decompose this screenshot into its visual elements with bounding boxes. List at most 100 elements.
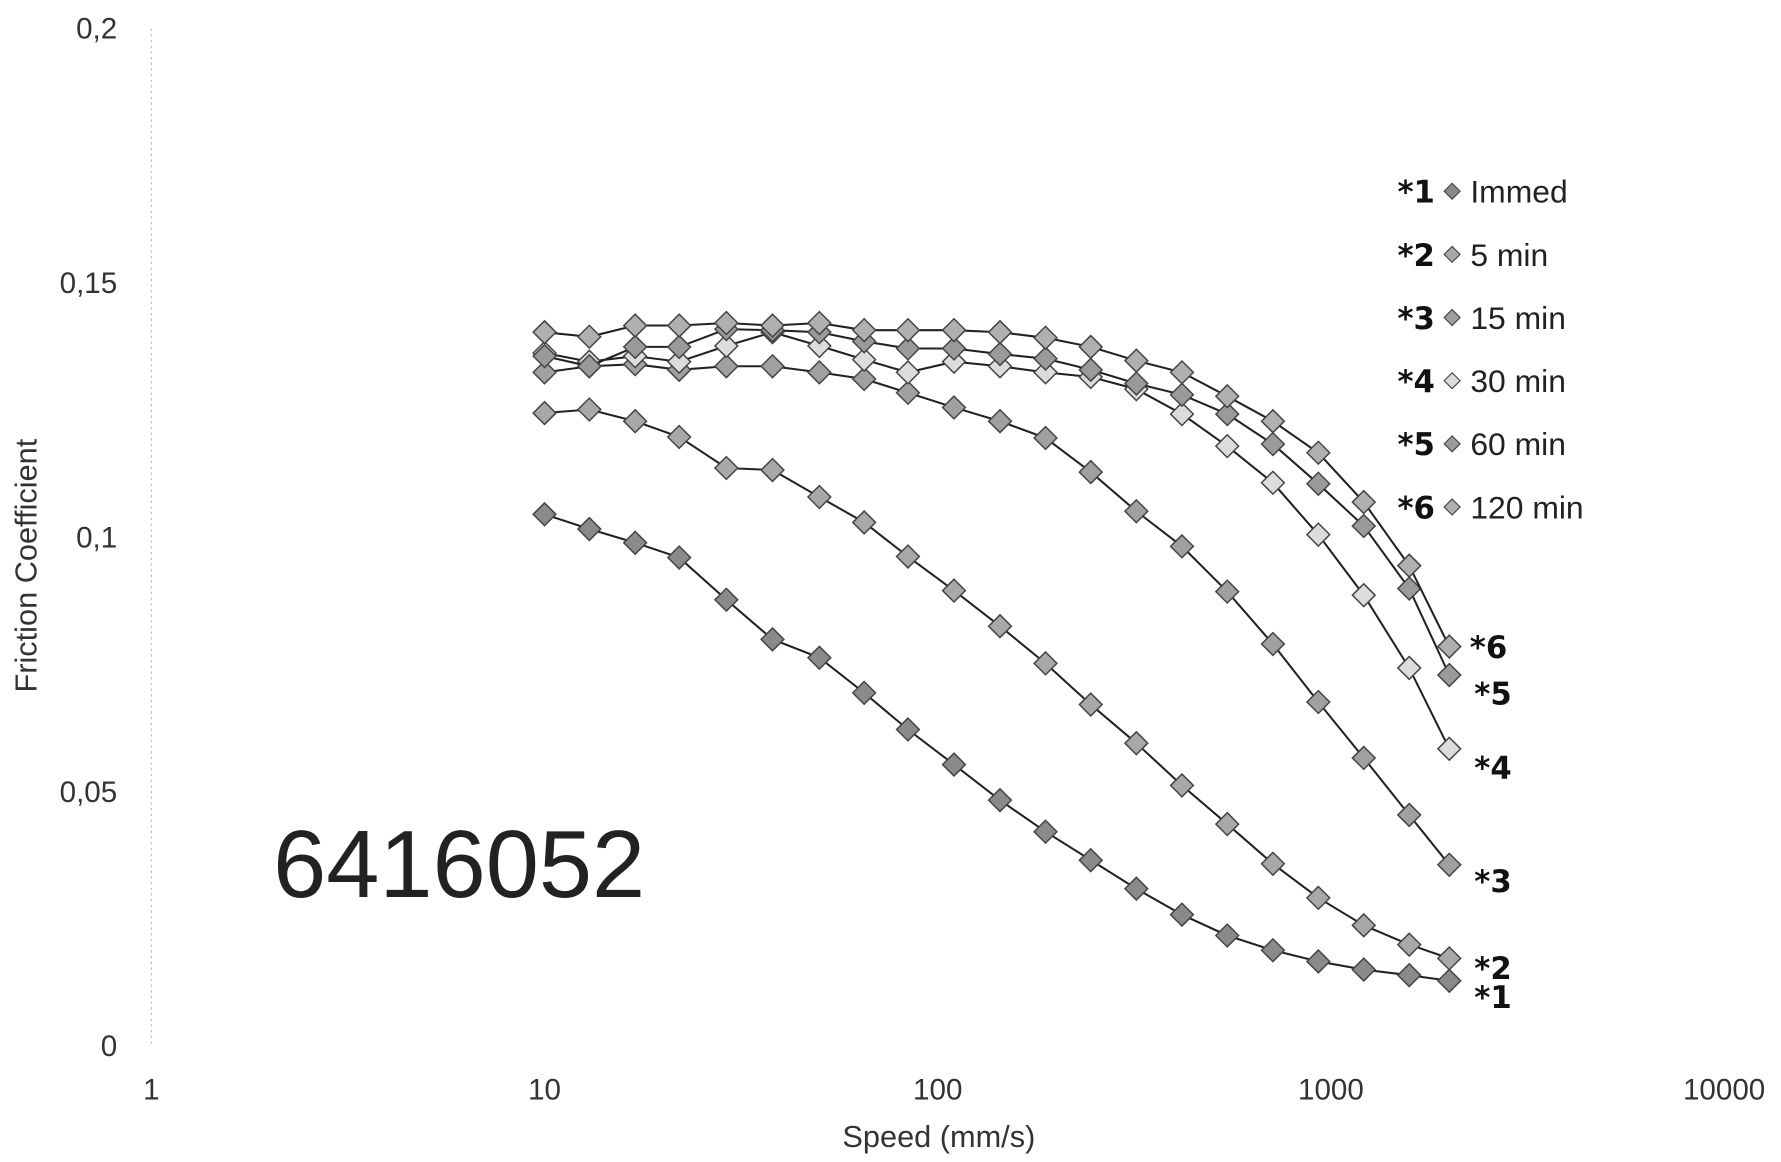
data-point: [1078, 692, 1104, 717]
series-2: *2: [532, 397, 1512, 987]
figure-annotation: 6416052: [273, 811, 645, 918]
data-point: [532, 343, 557, 369]
series-line: [544, 513, 1450, 982]
legend-diamond-icon: [1443, 182, 1461, 200]
data-point: [851, 347, 877, 373]
data-point: [1260, 937, 1286, 963]
data-point: [895, 336, 921, 361]
x-tick-label: 1: [143, 1073, 159, 1106]
data-point: [1214, 383, 1240, 409]
legend-label: 15 min: [1470, 300, 1566, 336]
data-point: [1214, 923, 1240, 948]
y-tick-label: 0: [101, 1030, 117, 1063]
series-6: *6: [532, 310, 1507, 666]
data-point: [1305, 440, 1331, 466]
data-point: [806, 333, 832, 359]
data-point: [1305, 689, 1331, 715]
data-point: [1351, 912, 1377, 938]
data-point: [1033, 425, 1058, 451]
data-point: [1396, 932, 1422, 958]
data-point: [1214, 811, 1240, 837]
legend-item: *1 Immed: [1397, 174, 1567, 211]
data-point: [1305, 885, 1331, 911]
data-point: [1078, 334, 1104, 360]
x-tick-label: 10: [528, 1073, 561, 1106]
data-point: [1078, 847, 1104, 873]
data-point: [666, 334, 692, 360]
data-point: [1033, 325, 1058, 351]
data-point: [1305, 949, 1331, 974]
y-tick-label: 0,15: [60, 267, 118, 300]
data-point: [713, 353, 739, 379]
x-axis-label: Speed (mm/s): [842, 1119, 1035, 1154]
data-point: [760, 627, 785, 652]
data-point: [1436, 634, 1462, 659]
data-point: [576, 516, 602, 542]
legend-diamond-icon: [1443, 245, 1461, 264]
data-point: [760, 457, 785, 483]
series-end-label: *3: [1474, 864, 1511, 900]
data-point: [1436, 852, 1462, 878]
data-point: [1260, 408, 1286, 434]
data-point: [1260, 851, 1286, 877]
data-point: [1123, 371, 1149, 396]
data-point: [1123, 876, 1149, 902]
data-point: [576, 324, 602, 350]
legend-marker-label: *4: [1397, 364, 1434, 400]
data-point: [1214, 433, 1240, 459]
data-point: [1033, 359, 1058, 385]
data-point: [532, 359, 557, 385]
data-point: [851, 366, 877, 392]
data-point: [1169, 401, 1195, 427]
data-point: [713, 587, 739, 613]
data-point: [895, 380, 921, 406]
data-point: [622, 530, 648, 556]
legend-diamond-icon: [1443, 435, 1461, 453]
data-point: [622, 334, 648, 360]
data-point: [987, 787, 1013, 813]
data-point: [1260, 431, 1286, 457]
data-point: [1396, 576, 1422, 601]
legend-label: 120 min: [1470, 489, 1583, 525]
legend-marker-label: *3: [1397, 301, 1434, 337]
data-point: [1396, 553, 1422, 579]
y-tick-label: 0,05: [60, 776, 118, 809]
data-point: [1305, 522, 1331, 548]
data-point: [1260, 470, 1286, 496]
data-point: [1260, 631, 1286, 657]
data-point: [1436, 968, 1462, 994]
legend-item: *5 60 min: [1397, 426, 1565, 463]
data-point: [1169, 773, 1195, 798]
data-point: [806, 645, 832, 671]
data-point: [666, 349, 692, 375]
data-point: [895, 317, 921, 343]
legend-marker-label: *2: [1397, 238, 1434, 274]
legend-label: 60 min: [1470, 426, 1566, 462]
data-point: [895, 717, 921, 742]
data-point: [1214, 401, 1240, 427]
data-point: [1436, 945, 1462, 971]
series-end-label: *6: [1470, 630, 1507, 666]
legend-item: *3 15 min: [1397, 300, 1565, 337]
data-point: [713, 310, 739, 336]
data-point: [1396, 802, 1422, 828]
data-point: [1033, 346, 1058, 372]
data-point: [666, 545, 692, 570]
data-point: [895, 359, 921, 385]
data-point: [666, 424, 692, 450]
data-point: [1436, 736, 1462, 762]
series-end-label: *5: [1474, 677, 1511, 713]
data-point: [987, 408, 1013, 434]
legend-item: *4 30 min: [1397, 363, 1565, 400]
data-point: [941, 752, 967, 777]
data-point: [1351, 745, 1377, 771]
series-1: *1: [532, 501, 1512, 1016]
data-point: [806, 484, 832, 510]
data-point: [987, 341, 1013, 367]
data-point: [895, 544, 921, 569]
y-axis-label: Friction Coefficient: [8, 438, 43, 692]
data-point: [1436, 662, 1462, 688]
data-point: [941, 317, 967, 343]
legend-marker-label: *1: [1397, 175, 1434, 211]
